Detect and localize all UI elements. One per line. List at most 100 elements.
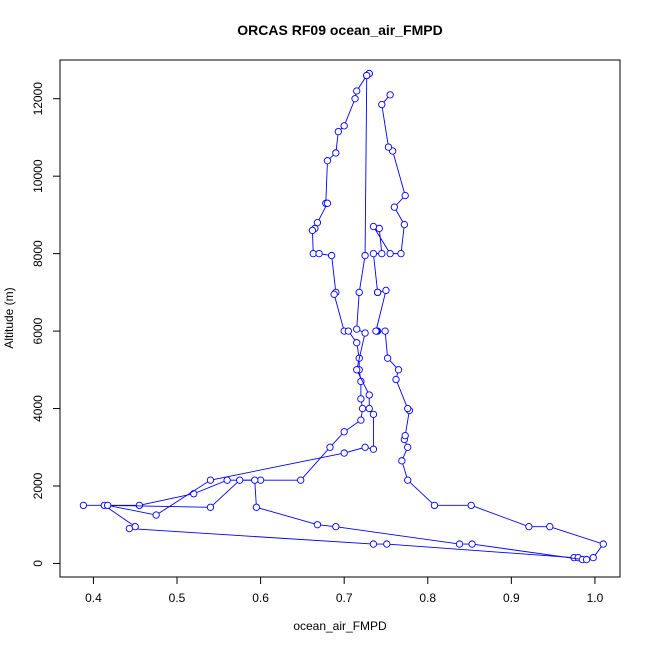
data-point: [330, 290, 338, 298]
data-point: [361, 251, 369, 260]
data-point: [525, 523, 533, 531]
series-1: [79, 69, 607, 562]
data-point: [455, 540, 464, 548]
data-point: [332, 149, 340, 157]
data-point: [363, 71, 371, 80]
data-point: [190, 490, 198, 498]
data-point: [369, 410, 378, 418]
x-axis-label: ocean_air_FMPD: [293, 619, 387, 633]
data-point: [386, 91, 394, 99]
series-2: [103, 69, 591, 564]
data-point: [327, 251, 336, 260]
data-point: [357, 395, 365, 403]
data-point: [313, 521, 322, 529]
x-tick-label: 0.5: [169, 591, 186, 605]
x-axis: 0.4 0.5 0.6 0.7 0.8 0.9 1.0: [85, 577, 604, 605]
data-point: [358, 404, 367, 413]
data-point: [392, 375, 400, 384]
data-point: [378, 249, 386, 258]
data-point: [135, 501, 144, 510]
y-tick-label: 12000: [31, 82, 45, 116]
y-tick-label: 4000: [31, 395, 45, 422]
data-point: [351, 95, 359, 103]
data-point: [315, 249, 323, 258]
data-point: [404, 404, 412, 413]
data-point: [378, 100, 386, 109]
data-point: [340, 122, 348, 130]
data-point: [223, 476, 231, 484]
data-point: [372, 327, 380, 335]
data-point: [357, 416, 365, 424]
data-point: [401, 431, 409, 440]
data-point: [308, 226, 317, 235]
y-axis: 0 2000 4000 6000 8000 10000 12000: [31, 82, 60, 567]
data-point: [398, 457, 406, 465]
data-point: [400, 220, 409, 229]
data-point: [340, 428, 348, 436]
data-point: [103, 501, 112, 510]
data-point: [546, 523, 554, 531]
data-point: [404, 443, 412, 451]
data-point: [390, 203, 398, 211]
data-point: [332, 523, 340, 531]
y-tick-label: 0: [31, 560, 45, 567]
data-point: [206, 476, 215, 484]
data-point: [468, 540, 476, 548]
x-tick-label: 0.9: [503, 591, 520, 605]
data-point: [353, 339, 361, 347]
data-point: [252, 503, 261, 511]
data-point: [397, 249, 405, 258]
data-point: [236, 476, 244, 484]
data-point: [394, 366, 403, 374]
data-point: [381, 327, 389, 335]
x-tick-label: 0.8: [419, 591, 436, 605]
data-point: [340, 449, 348, 457]
y-tick-label: 10000: [31, 159, 45, 193]
data-point: [430, 501, 439, 510]
y-tick-label: 2000: [31, 472, 45, 499]
data-point: [404, 476, 412, 484]
data-point: [361, 443, 369, 451]
data-point: [589, 553, 597, 562]
data-point: [355, 288, 363, 297]
data-point: [353, 366, 361, 374]
data-point: [401, 191, 409, 200]
data-point: [297, 476, 305, 484]
series-layer: [79, 69, 607, 564]
data-point: [373, 288, 382, 297]
data-point: [599, 540, 607, 548]
y-tick-label: 8000: [31, 240, 45, 267]
data-point: [334, 127, 342, 136]
plot-frame: [59, 59, 621, 578]
data-point: [369, 249, 378, 258]
x-tick-label: 0.7: [336, 591, 353, 605]
data-point: [79, 501, 88, 510]
data-point: [251, 476, 259, 484]
y-tick-label: 6000: [31, 317, 45, 344]
data-point: [125, 524, 134, 533]
data-point: [326, 443, 334, 451]
data-point: [369, 540, 378, 548]
data-point: [353, 87, 361, 95]
data-point: [361, 329, 369, 337]
data-point: [383, 354, 392, 362]
y-axis-label: Altitude (m): [2, 287, 16, 348]
data-point: [582, 555, 591, 564]
data-point: [353, 325, 361, 333]
x-tick-label: 0.6: [252, 591, 269, 605]
data-point: [386, 249, 394, 258]
data-point: [323, 157, 332, 165]
data-point: [369, 222, 378, 231]
data-point: [152, 511, 160, 519]
x-tick-label: 1.0: [587, 591, 604, 605]
chart-title: ORCAS RF09 ocean_air_FMPD: [237, 22, 442, 38]
data-point: [369, 445, 378, 453]
data-point: [383, 540, 391, 548]
data-point: [344, 327, 353, 335]
data-point: [467, 501, 475, 510]
data-point: [382, 286, 390, 295]
data-point: [206, 503, 215, 511]
data-point: [323, 199, 332, 207]
